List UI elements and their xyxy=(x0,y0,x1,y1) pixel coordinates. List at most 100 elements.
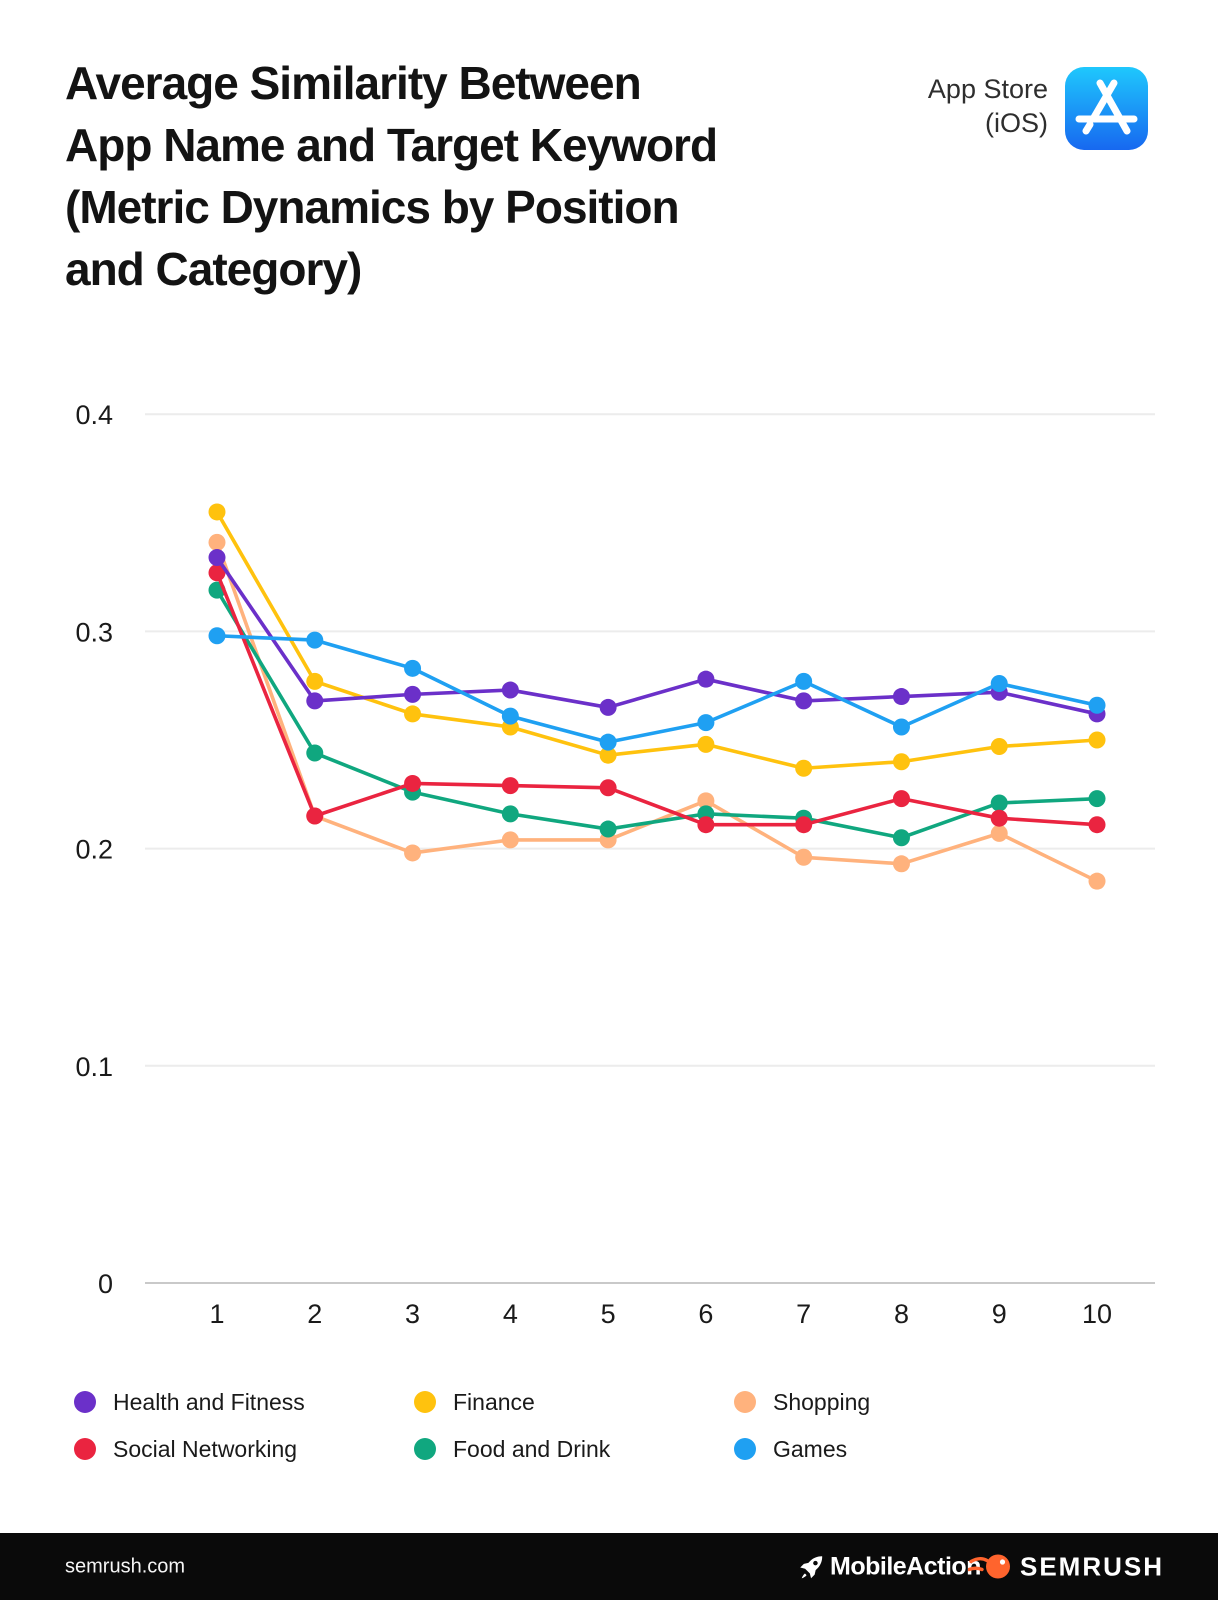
page-title-line: and Category) xyxy=(65,243,362,295)
data-point-food-and-drink xyxy=(990,794,1008,812)
y-tick-label: 0.3 xyxy=(75,617,113,647)
series-line-shopping xyxy=(215,540,1099,883)
data-point-shopping xyxy=(1088,872,1106,890)
x-tick-label: 10 xyxy=(1082,1299,1112,1329)
legend-color-dot xyxy=(74,1391,96,1413)
y-tick-label: 0.1 xyxy=(75,1052,113,1082)
legend-item-games: Games xyxy=(734,1436,847,1462)
data-point-finance xyxy=(1088,731,1106,749)
data-point-games xyxy=(990,675,1008,693)
data-point-shopping xyxy=(404,844,422,862)
series-social-networking xyxy=(208,564,1106,834)
x-tick-label: 2 xyxy=(307,1299,322,1329)
data-point-health-and-fitness xyxy=(892,688,910,706)
data-point-shopping xyxy=(795,848,813,866)
data-point-food-and-drink xyxy=(892,829,910,847)
data-point-social-networking xyxy=(306,807,324,825)
series-line-health-and-fitness xyxy=(215,555,1099,716)
x-tick-label: 5 xyxy=(601,1299,616,1329)
data-point-social-networking xyxy=(501,777,519,795)
series-games xyxy=(208,627,1106,751)
data-point-finance xyxy=(208,503,226,521)
data-point-shopping xyxy=(892,855,910,873)
platform-label: App Store (iOS) xyxy=(928,72,1048,140)
data-point-food-and-drink xyxy=(599,820,617,838)
data-point-social-networking xyxy=(1088,816,1106,834)
data-point-games xyxy=(501,707,519,725)
data-point-social-networking xyxy=(697,816,715,834)
data-point-food-and-drink xyxy=(1088,790,1106,808)
x-tick-label: 1 xyxy=(209,1299,224,1329)
semrush-comet-icon xyxy=(968,1554,1010,1579)
x-tick-label: 7 xyxy=(796,1299,811,1329)
data-point-health-and-fitness xyxy=(599,698,617,716)
y-tick-label: 0.2 xyxy=(75,835,113,865)
data-point-social-networking xyxy=(208,564,226,582)
data-point-social-networking xyxy=(795,816,813,834)
data-point-social-networking xyxy=(404,774,422,792)
data-point-health-and-fitness xyxy=(404,685,422,703)
line-chart: 0 0.1 0.2 0.3 0.4 1 2 3 4 5 6 7 8 9 10 xyxy=(75,400,1155,1329)
series-line-social-networking xyxy=(215,570,1099,827)
page-title-line: App Name and Target Keyword xyxy=(65,119,718,171)
rocket-icon xyxy=(800,1555,823,1578)
x-tick-label: 8 xyxy=(894,1299,909,1329)
data-point-finance xyxy=(795,759,813,777)
chart-legend: Health and Fitness Finance Shopping Social … xyxy=(74,1389,1154,1479)
legend-label: Shopping xyxy=(773,1388,871,1415)
footer-bar: semrush.com MobileAction SEMRUSH xyxy=(0,1533,1218,1600)
page-title: Average Similarity Between App Name and … xyxy=(65,52,718,300)
data-point-finance xyxy=(306,672,324,690)
data-point-health-and-fitness xyxy=(795,692,813,710)
legend-color-dot xyxy=(734,1391,756,1413)
mobileaction-wordmark: MobileAction xyxy=(830,1552,981,1580)
data-point-games xyxy=(795,672,813,690)
data-point-shopping xyxy=(208,533,226,551)
x-tick-label: 9 xyxy=(992,1299,1007,1329)
data-point-social-networking xyxy=(599,779,617,797)
data-point-shopping xyxy=(990,824,1008,842)
data-point-health-and-fitness xyxy=(501,681,519,699)
series-line-food-and-drink xyxy=(215,588,1099,840)
series-finance xyxy=(208,503,1106,777)
semrush-wordmark: SEMRUSH xyxy=(1020,1551,1165,1581)
legend-item-health-and-fitness: Health and Fitness xyxy=(74,1389,305,1415)
series-line-finance xyxy=(215,510,1099,771)
series-food-and-drink xyxy=(208,581,1106,847)
data-point-food-and-drink xyxy=(306,744,324,762)
legend-label: Finance xyxy=(453,1388,535,1415)
data-point-games xyxy=(1088,696,1106,714)
footer-url: semrush.com xyxy=(65,1555,186,1577)
legend-color-dot xyxy=(74,1438,96,1460)
x-tick-label: 4 xyxy=(503,1299,518,1329)
chart-grid: 0 0.1 0.2 0.3 0.4 xyxy=(75,400,1155,1299)
data-point-shopping xyxy=(697,792,715,810)
data-point-games xyxy=(404,659,422,677)
legend-label: Games xyxy=(773,1435,848,1462)
app-store-a-glyph xyxy=(1075,79,1138,135)
data-point-finance xyxy=(892,753,910,771)
y-tick-label: 0.4 xyxy=(75,400,113,430)
series-shopping xyxy=(208,533,1106,890)
page-title-line: Average Similarity Between xyxy=(65,57,642,109)
legend-label: Social Networking xyxy=(113,1435,298,1462)
page-title-line: (Metric Dynamics by Position xyxy=(65,181,680,233)
legend-color-dot xyxy=(414,1438,436,1460)
legend-item-food-and-drink: Food and Drink xyxy=(414,1436,610,1462)
legend-item-social-networking: Social Networking xyxy=(74,1436,297,1462)
legend-color-dot xyxy=(414,1391,436,1413)
data-point-health-and-fitness xyxy=(697,670,715,688)
data-point-finance xyxy=(697,735,715,753)
x-axis-labels: 1 2 3 4 5 6 7 8 9 10 xyxy=(209,1299,1112,1329)
legend-item-finance: Finance xyxy=(414,1389,535,1415)
legend-label: Health and Fitness xyxy=(113,1388,305,1415)
y-tick-label: 0 xyxy=(98,1269,113,1299)
data-point-shopping xyxy=(501,831,519,849)
data-point-games xyxy=(208,627,226,645)
mobileaction-logo: MobileAction xyxy=(798,1552,981,1581)
data-point-games xyxy=(599,733,617,751)
legend-label: Food and Drink xyxy=(453,1435,611,1462)
platform-label-line2: (iOS) xyxy=(985,108,1048,138)
series-line-games xyxy=(215,633,1099,744)
